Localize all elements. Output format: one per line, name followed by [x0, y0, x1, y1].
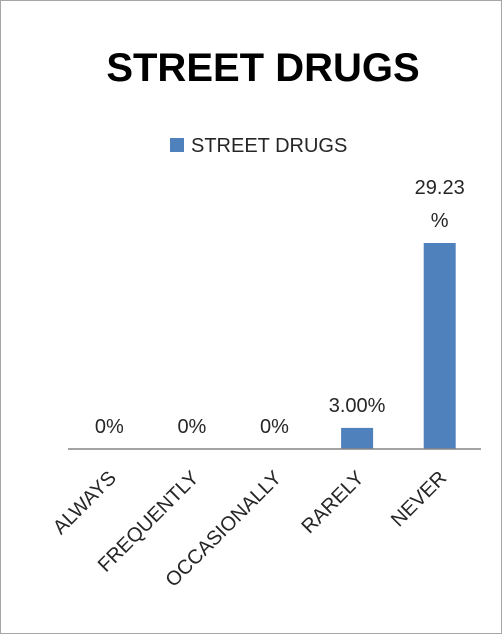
data-labels-layer: 0% 0% 0% 3.00% 29.23% [95, 177, 465, 438]
x-tick-label-rarely: RARELY [298, 467, 369, 538]
data-label-never: 29.23% [415, 177, 465, 232]
data-label-always: 0% [95, 416, 124, 438]
data-label-rarely: 3.00% [329, 395, 386, 417]
bar-rarely [341, 427, 374, 449]
x-tick-label-never: NEVER [387, 467, 451, 531]
bar-never [423, 243, 456, 449]
legend-swatch [170, 138, 184, 152]
data-label-occasionally: 0% [260, 416, 289, 438]
bars-layer [341, 243, 456, 449]
legend-label: STREET DRUGS [191, 135, 347, 157]
data-label-frequently: 0% [177, 416, 206, 438]
x-tick-label-always: ALWAYS [49, 467, 121, 539]
chart-title: STREET DRUGS [106, 46, 419, 90]
